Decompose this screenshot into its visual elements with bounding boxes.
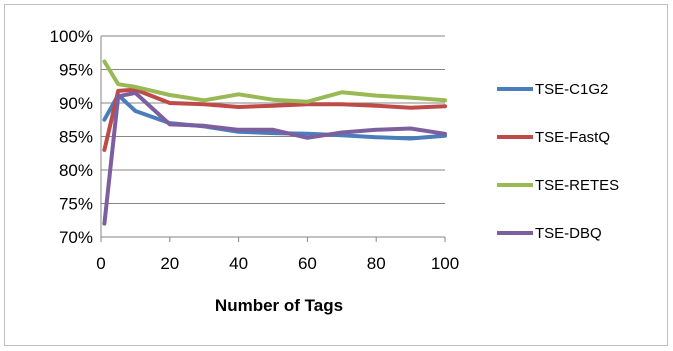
y-tick-label: 90% bbox=[59, 94, 93, 113]
x-tick-label: 0 bbox=[96, 254, 105, 273]
series-line-tse-fastq bbox=[102, 87, 447, 152]
series-line-tse-c1g2 bbox=[102, 93, 447, 141]
legend-label: TSE-RETES bbox=[535, 177, 619, 194]
y-tick-label: 75% bbox=[59, 195, 93, 214]
x-tick-label: 100 bbox=[431, 254, 459, 273]
axes: 70% 75% 80% 85% 90% 95% 100% 0 20 40 60 80 100 bbox=[50, 27, 460, 273]
legend-label: TSE-FastQ bbox=[535, 129, 610, 146]
x-tick-label: 40 bbox=[229, 254, 248, 273]
line-chart: 70% 75% 80% 85% 90% 95% 100% 0 20 40 60 80 100 TSE-C… bbox=[50, 27, 620, 315]
y-tick-label: 70% bbox=[59, 228, 93, 247]
chart-frame: 70% 75% 80% 85% 90% 95% 100% 0 20 40 60 80 100 TSE-C… bbox=[4, 4, 668, 346]
series-lines bbox=[102, 59, 447, 226]
y-tick-label: 100% bbox=[50, 27, 93, 46]
x-tick-label: 60 bbox=[298, 254, 317, 273]
series-line-tse-retes bbox=[102, 59, 447, 104]
gridlines bbox=[101, 35, 445, 238]
legend-label: TSE-DBQ bbox=[535, 225, 602, 242]
y-tick-label: 85% bbox=[59, 128, 93, 147]
series-line-tse-dbq bbox=[102, 90, 447, 226]
x-tick-label: 20 bbox=[160, 254, 179, 273]
x-tick-label: 80 bbox=[367, 254, 386, 273]
legend: TSE-C1G2 TSE-FastQ TSE-RETES TSE-DBQ bbox=[497, 81, 619, 242]
x-axis-title: Number of Tags bbox=[215, 296, 343, 315]
y-tick-label: 80% bbox=[59, 161, 93, 180]
legend-label: TSE-C1G2 bbox=[535, 81, 608, 98]
y-tick-label: 95% bbox=[59, 61, 93, 80]
